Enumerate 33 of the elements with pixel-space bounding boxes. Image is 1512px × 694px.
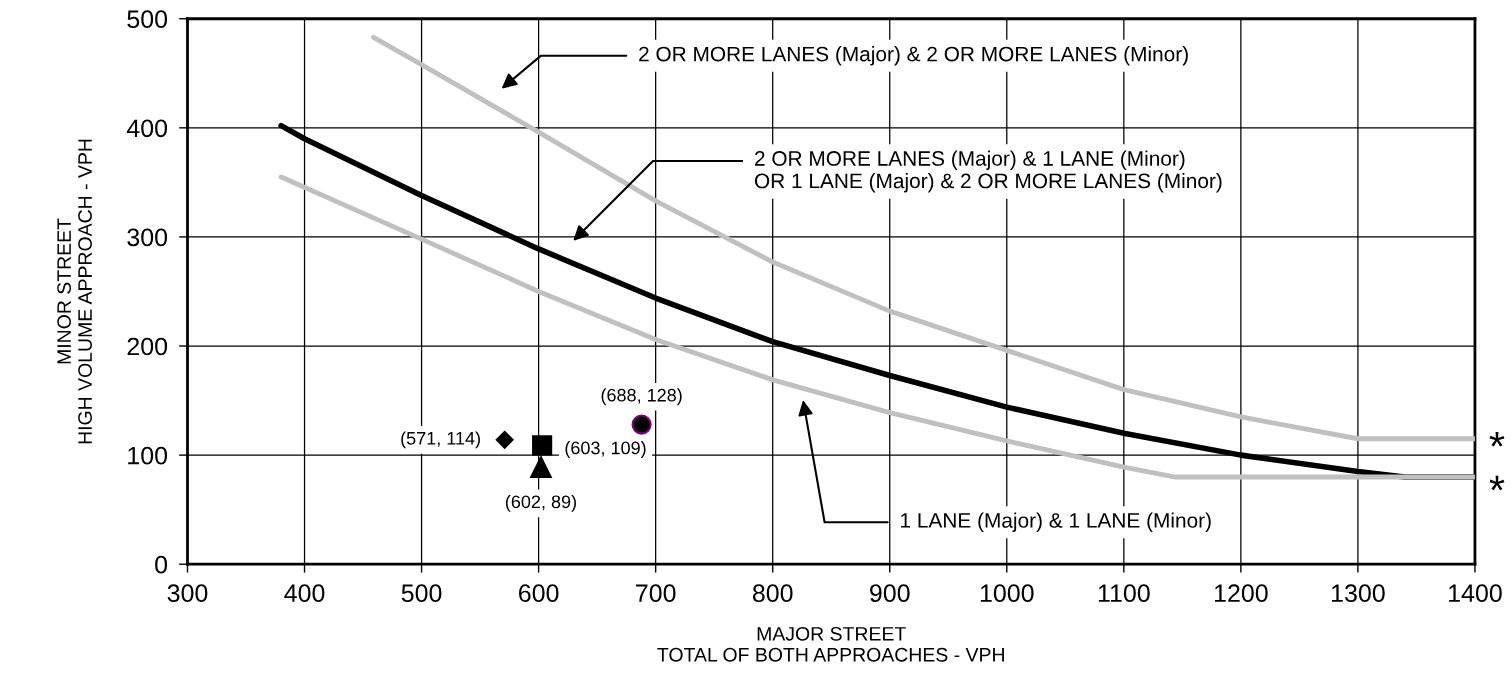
y-tick-label: 500 [127, 10, 168, 29]
annotation: * [1489, 431, 1505, 447]
x-tick-label: 300 [167, 584, 208, 603]
x-tick-label: 800 [752, 584, 793, 603]
x-tick-label: 600 [519, 584, 559, 603]
x-axis-title: MAJOR STREET TOTAL OF BOTH APPROACHES - VPH [657, 626, 1004, 662]
x-tick-label: 900 [870, 584, 910, 603]
annotation: 1 LANE (Major) & 1 LANE (Minor) [901, 512, 1211, 532]
y-tick-label: 300 [127, 228, 168, 247]
annotation: (603, 109) [565, 441, 646, 458]
y-tick-label: 0 [155, 555, 168, 574]
annotation: (571, 114) [401, 431, 480, 449]
x-tick-label: 1000 [980, 584, 1034, 603]
x-tick-label: 1100 [1098, 584, 1150, 603]
annotation: (602, 89) [505, 494, 576, 512]
x-tick-label: 1200 [1214, 584, 1268, 603]
y-tick-label: 400 [126, 119, 168, 138]
annotation: 2 OR MORE LANES (Major) & 2 OR MORE LANES (Minor) [639, 46, 1188, 66]
annotation: 2 OR MORE LANES (Major) & 1 LANE (Minor) OR 1 LANE (Major) & 2 OR MORE LANES (Minor) [754, 150, 1222, 193]
point [532, 435, 553, 456]
x-tick-label: 700 [636, 584, 676, 603]
x-tick-label: 1300 [1332, 584, 1385, 603]
point [530, 456, 552, 478]
x-tick-label: 500 [401, 584, 442, 603]
annotation: * [1489, 475, 1505, 491]
y-tick-label: 100 [128, 446, 168, 465]
point [631, 414, 652, 435]
y-tick-label: 200 [127, 337, 168, 356]
y-axis-title: MINOR STREET HIGH VOLUME APPROACH - VPH [57, 139, 92, 444]
point [495, 430, 514, 449]
annotation: (688, 128) [601, 388, 682, 406]
x-tick-label: 1400 [1449, 584, 1502, 603]
x-tick-label: 400 [284, 584, 325, 603]
